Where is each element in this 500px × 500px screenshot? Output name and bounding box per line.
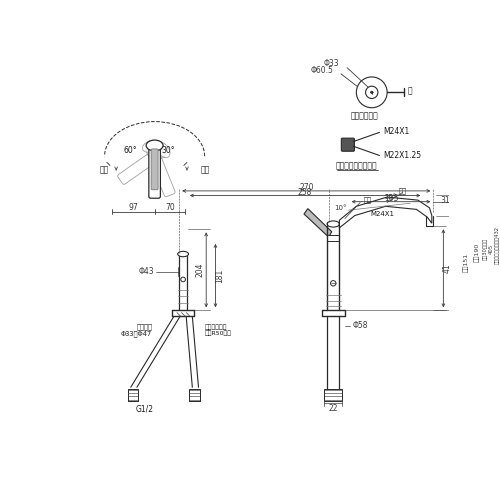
Text: 181: 181 xyxy=(215,268,224,282)
Text: 41: 41 xyxy=(442,264,452,273)
Text: 270: 270 xyxy=(299,184,314,192)
Text: 10°: 10° xyxy=(334,205,347,211)
Circle shape xyxy=(370,91,373,94)
Text: 105: 105 xyxy=(384,194,398,203)
Text: 最小151: 最小151 xyxy=(463,254,468,272)
Text: 水側: 水側 xyxy=(201,166,210,174)
Text: 上水: 上水 xyxy=(364,197,372,203)
Text: M24X1: M24X1 xyxy=(370,211,394,217)
Text: 97: 97 xyxy=(129,202,138,211)
Text: 付属品：座金: 付属品：座金 xyxy=(350,111,378,120)
Circle shape xyxy=(330,280,336,286)
Text: 最大190: 最大190 xyxy=(474,243,480,262)
Text: G1/2: G1/2 xyxy=(136,404,154,413)
Ellipse shape xyxy=(142,140,158,152)
Bar xyxy=(327,235,340,241)
Text: 22: 22 xyxy=(328,404,338,413)
Ellipse shape xyxy=(178,252,188,256)
Text: 60°: 60° xyxy=(123,146,137,154)
FancyBboxPatch shape xyxy=(149,146,160,198)
Text: Φ33: Φ33 xyxy=(324,58,340,68)
Text: 258: 258 xyxy=(298,188,312,197)
Ellipse shape xyxy=(157,142,170,158)
Polygon shape xyxy=(340,197,432,228)
Text: ｍ: ｍ xyxy=(408,86,412,96)
Circle shape xyxy=(366,86,378,99)
Text: 取付穴径: 取付穴径 xyxy=(136,324,152,330)
Text: 204: 204 xyxy=(196,262,204,277)
Text: Φ33～Φ47: Φ33～Φ47 xyxy=(121,330,152,336)
FancyBboxPatch shape xyxy=(146,146,175,197)
Text: Φ60.5: Φ60.5 xyxy=(310,66,333,76)
Text: 30°: 30° xyxy=(162,146,175,154)
Text: 70: 70 xyxy=(165,202,175,211)
FancyBboxPatch shape xyxy=(342,138,354,151)
Text: 曲げR50以上: 曲げR50以上 xyxy=(204,330,232,336)
Text: 吐水: 吐水 xyxy=(398,188,406,194)
Text: Φ58: Φ58 xyxy=(352,321,368,330)
Text: 31: 31 xyxy=(440,196,450,204)
FancyBboxPatch shape xyxy=(151,149,158,190)
Text: M22X1.25: M22X1.25 xyxy=(384,151,422,160)
Text: 湯側: 湯側 xyxy=(99,166,108,174)
Text: Φ43: Φ43 xyxy=(138,267,154,276)
Text: 25°: 25° xyxy=(385,194,397,200)
FancyBboxPatch shape xyxy=(118,146,165,184)
Text: 最小30㎝以上
405: 最小30㎝以上 405 xyxy=(482,238,494,260)
Ellipse shape xyxy=(327,221,340,227)
Circle shape xyxy=(356,77,387,108)
Bar xyxy=(190,389,200,401)
Polygon shape xyxy=(304,208,332,237)
Text: フレキホース: フレキホース xyxy=(204,324,227,330)
Ellipse shape xyxy=(146,140,163,151)
Text: フレキホース長さ　432: フレキホース長さ 432 xyxy=(495,226,500,264)
Circle shape xyxy=(181,277,186,282)
Text: 付属品：アダプター: 付属品：アダプター xyxy=(336,162,377,171)
Bar xyxy=(128,389,138,401)
Bar xyxy=(324,389,342,401)
Text: M24X1: M24X1 xyxy=(384,127,409,136)
